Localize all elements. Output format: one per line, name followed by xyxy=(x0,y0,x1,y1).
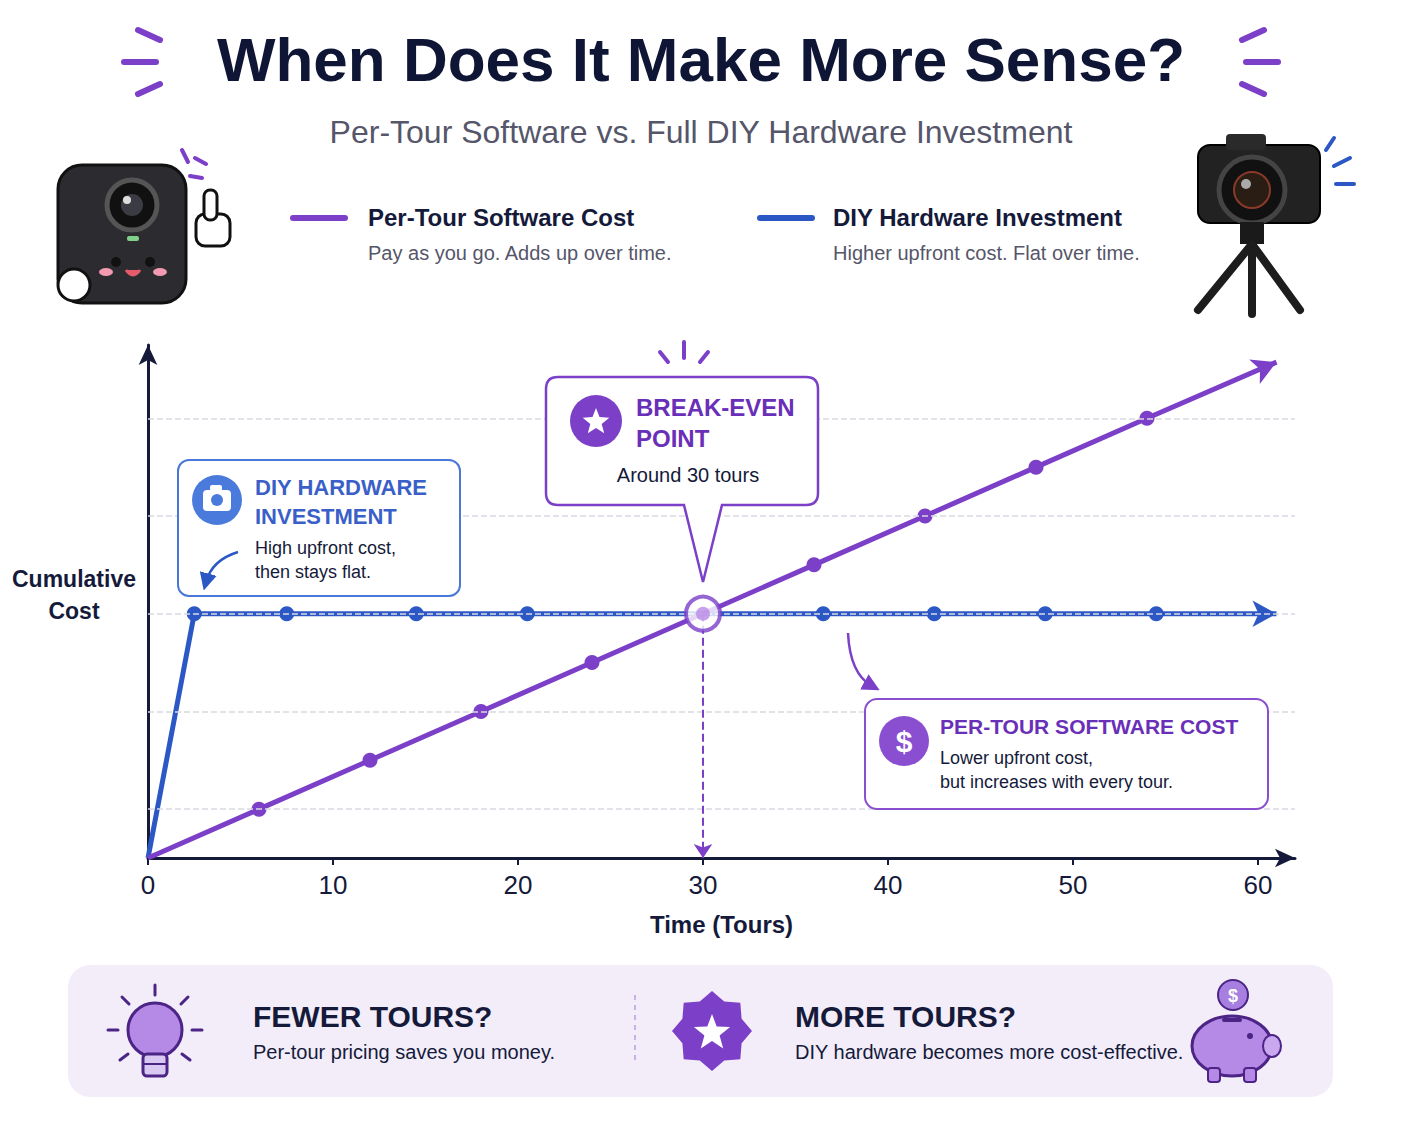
svg-text:20: 20 xyxy=(504,870,533,900)
html-text:When Does It Make More Sense?: When Does It Make More Sense? xyxy=(216,25,1186,94)
svg-text:10: 10 xyxy=(319,870,348,900)
html-text:Per-Tour Software vs. Full DIY: Per-Tour Software vs. Full DIY Hardware … xyxy=(329,114,1073,150)
html-text:PER-TOUR SOFTWARE COST: PER-TOUR SOFTWARE COST xyxy=(940,715,1239,738)
svg-text:30: 30 xyxy=(689,870,718,900)
svg-text:60: 60 xyxy=(1244,870,1273,900)
svg-text:$: $ xyxy=(896,725,913,758)
html-text:Per-tour pricing saves you mon: Per-tour pricing saves you money. xyxy=(253,1041,555,1063)
html-text:Pay as you go. Adds up over ti: Pay as you go. Adds up over time. xyxy=(368,242,672,264)
html-text:Higher upfront cost. Flat over: Higher upfront cost. Flat over time. xyxy=(833,242,1140,264)
html-text:DIY Hardware Investment: DIY Hardware Investment xyxy=(833,204,1122,231)
html-text:High upfront cost,: High upfront cost, xyxy=(255,538,397,558)
svg-text:40: 40 xyxy=(874,870,903,900)
html-text:DIY HARDWARE INVESTMENT: DIY HARDWARE INVESTMENT xyxy=(255,475,427,529)
svg-text:$: $ xyxy=(1228,986,1238,1006)
html-text:BREAK-EVEN POINT: BREAK-EVEN POINT xyxy=(636,394,795,452)
html-text:MORE TOURS?: MORE TOURS? xyxy=(795,1000,1017,1033)
html-text:DIY hardware becomes more cost: DIY hardware becomes more cost-effective… xyxy=(795,1041,1184,1063)
html-text:Lower upfront cost,: Lower upfront cost, xyxy=(940,748,1094,768)
html-text:Per-Tour Software Cost: Per-Tour Software Cost xyxy=(368,204,635,231)
svg-text:0: 0 xyxy=(141,870,155,900)
html-text:Cumulative Cost: Cumulative Cost xyxy=(12,566,136,624)
svg-text:Time (Tours): Time (Tours) xyxy=(650,911,793,938)
html-text:FEWER TOURS?: FEWER TOURS? xyxy=(253,1000,493,1033)
html-text:but increases with every tour.: but increases with every tour. xyxy=(940,772,1174,792)
html-text:Around 30 tours: Around 30 tours xyxy=(616,464,760,486)
svg-text:50: 50 xyxy=(1059,870,1088,900)
html-text:then stays flat.: then stays flat. xyxy=(255,562,372,582)
